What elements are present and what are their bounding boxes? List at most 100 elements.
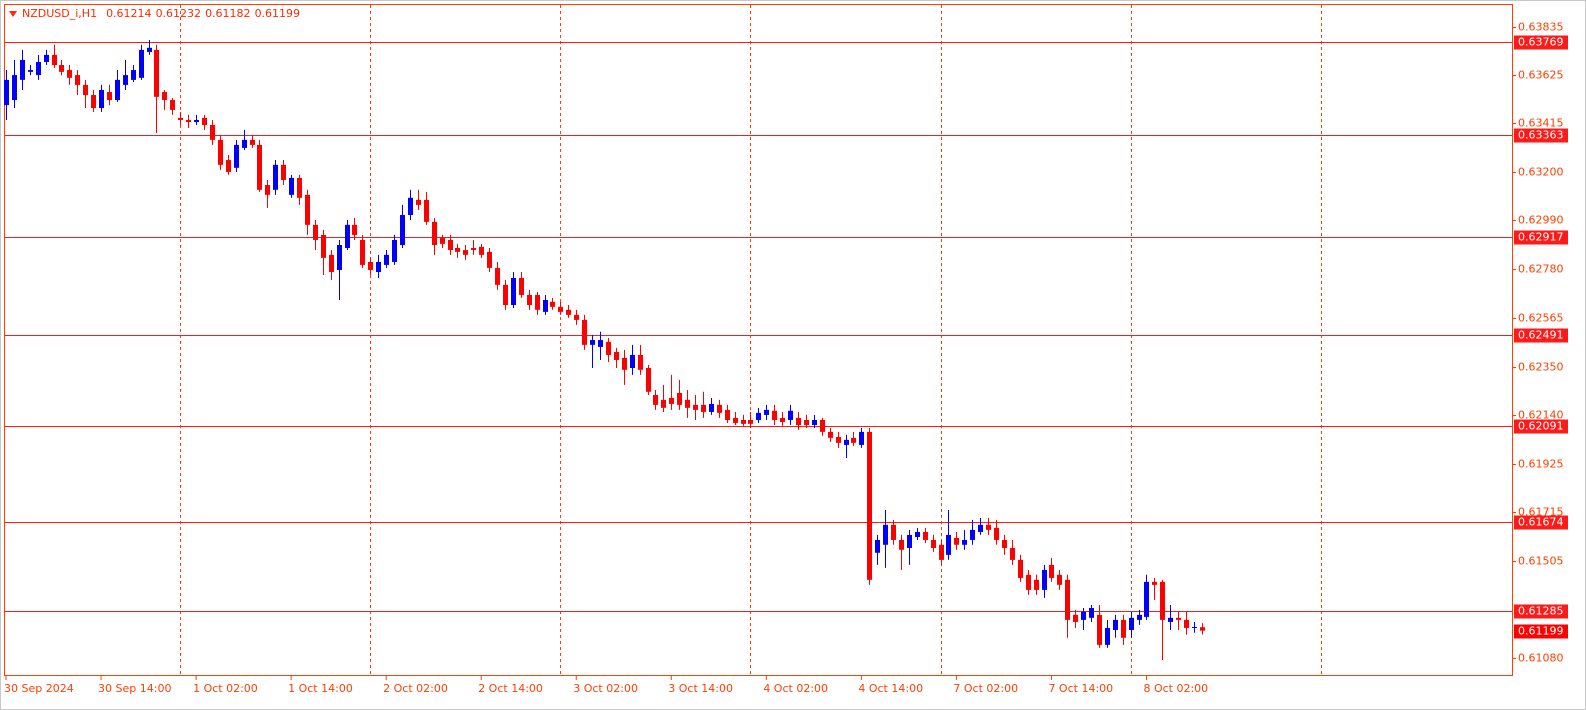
candle-body bbox=[923, 531, 928, 540]
candle-body bbox=[408, 197, 413, 216]
candle-body bbox=[907, 534, 912, 548]
candle-body bbox=[970, 529, 975, 540]
y-tick-label: 0.63200 bbox=[1518, 166, 1564, 179]
candle-body bbox=[376, 261, 381, 273]
candle-body bbox=[352, 224, 357, 235]
x-tick-label: 1 Oct 02:00 bbox=[193, 682, 258, 695]
candle-body bbox=[756, 412, 761, 420]
candle-body bbox=[653, 395, 658, 405]
level-label-box bbox=[1514, 515, 1568, 530]
candle-body bbox=[954, 537, 959, 545]
candle-body bbox=[804, 419, 809, 426]
level-label: 0.62091 bbox=[1518, 420, 1564, 433]
candle-body bbox=[796, 417, 801, 426]
title-close: 0.61199 bbox=[255, 7, 301, 20]
level-label-box bbox=[1514, 604, 1568, 619]
level-label-box bbox=[1514, 419, 1568, 434]
candle-body bbox=[1097, 614, 1102, 645]
candle-body bbox=[598, 340, 603, 347]
candle-body bbox=[646, 367, 651, 392]
candle-body bbox=[772, 410, 777, 420]
chart-title: NZDUSD_i,H1 0.61214 0.61232 0.61182 0.61199 bbox=[22, 7, 300, 20]
candle-body bbox=[59, 65, 64, 72]
candle-body bbox=[273, 164, 278, 190]
candle-body bbox=[1073, 614, 1078, 622]
candle-body bbox=[614, 351, 619, 360]
candle-body bbox=[368, 261, 373, 270]
menu-triangle bbox=[9, 11, 17, 17]
candle-body bbox=[503, 284, 508, 306]
candle-body bbox=[440, 237, 445, 244]
candle-body bbox=[1018, 559, 1023, 578]
candle-body bbox=[1081, 611, 1086, 620]
candle-body bbox=[392, 239, 397, 262]
candle-body bbox=[218, 139, 223, 165]
y-tick-label: 0.62780 bbox=[1518, 263, 1564, 276]
candle-body bbox=[75, 75, 80, 85]
candle-body bbox=[448, 239, 453, 251]
candle-body bbox=[1200, 627, 1205, 631]
candle-body bbox=[978, 524, 983, 532]
candle-body bbox=[1121, 619, 1126, 638]
candle-body bbox=[495, 267, 500, 285]
x-tick-label: 4 Oct 02:00 bbox=[763, 682, 828, 695]
candle-body bbox=[289, 177, 294, 195]
candle-body bbox=[162, 92, 167, 101]
level-label-box bbox=[1514, 230, 1568, 245]
candle-body bbox=[186, 119, 191, 123]
y-tick-label: 0.62565 bbox=[1518, 312, 1564, 325]
candle-body bbox=[384, 254, 389, 265]
candle-body bbox=[661, 399, 666, 408]
candle-body bbox=[1065, 579, 1070, 620]
candle-body bbox=[52, 54, 57, 66]
candle-body bbox=[669, 397, 674, 404]
y-tick-label: 0.61925 bbox=[1518, 458, 1564, 471]
level-label: 0.63363 bbox=[1518, 129, 1564, 142]
level-label-box bbox=[1514, 328, 1568, 343]
candle-body bbox=[709, 403, 714, 412]
candle-body bbox=[725, 409, 730, 420]
x-tick-label: 30 Sep 14:00 bbox=[98, 682, 171, 695]
candle-body bbox=[471, 247, 476, 251]
candle-body bbox=[36, 62, 41, 76]
candle-body bbox=[1160, 581, 1165, 620]
x-tick-label: 1 Oct 14:00 bbox=[288, 682, 353, 695]
candle-body bbox=[210, 125, 215, 140]
candle-body bbox=[1049, 564, 1054, 578]
candle-body bbox=[1176, 617, 1181, 620]
candle-body bbox=[931, 539, 936, 548]
candle-body bbox=[281, 164, 286, 180]
candle-body bbox=[550, 301, 555, 307]
candle-body bbox=[1010, 547, 1015, 560]
candle-body bbox=[717, 404, 722, 413]
candle-body bbox=[535, 294, 540, 310]
candle-body bbox=[321, 234, 326, 258]
candle-body bbox=[820, 419, 825, 432]
candle-body bbox=[1144, 581, 1149, 617]
title-high: 0.61232 bbox=[156, 7, 202, 20]
candle-body bbox=[257, 144, 262, 190]
candle-body bbox=[962, 539, 967, 545]
candle-body bbox=[788, 410, 793, 420]
title-open: 0.61214 bbox=[106, 7, 152, 20]
candle-body bbox=[463, 250, 468, 255]
candle-body bbox=[851, 437, 856, 443]
candle-body bbox=[28, 70, 33, 72]
candle-body bbox=[733, 417, 738, 423]
candle-body bbox=[701, 404, 706, 412]
candle-body bbox=[107, 92, 112, 101]
candle-body bbox=[867, 431, 872, 580]
candle-body bbox=[1137, 614, 1142, 620]
candle-body bbox=[939, 544, 944, 560]
candle-body bbox=[590, 340, 595, 345]
candle-body bbox=[859, 431, 864, 445]
candle-body bbox=[1192, 626, 1197, 628]
title-low: 0.61182 bbox=[205, 7, 251, 20]
candle-body bbox=[337, 245, 342, 270]
x-tick-label: 2 Oct 14:00 bbox=[478, 682, 543, 695]
candle-body bbox=[313, 224, 318, 240]
candle-body bbox=[250, 139, 255, 145]
level-label: 0.62491 bbox=[1518, 329, 1564, 342]
candle-body bbox=[986, 524, 991, 530]
